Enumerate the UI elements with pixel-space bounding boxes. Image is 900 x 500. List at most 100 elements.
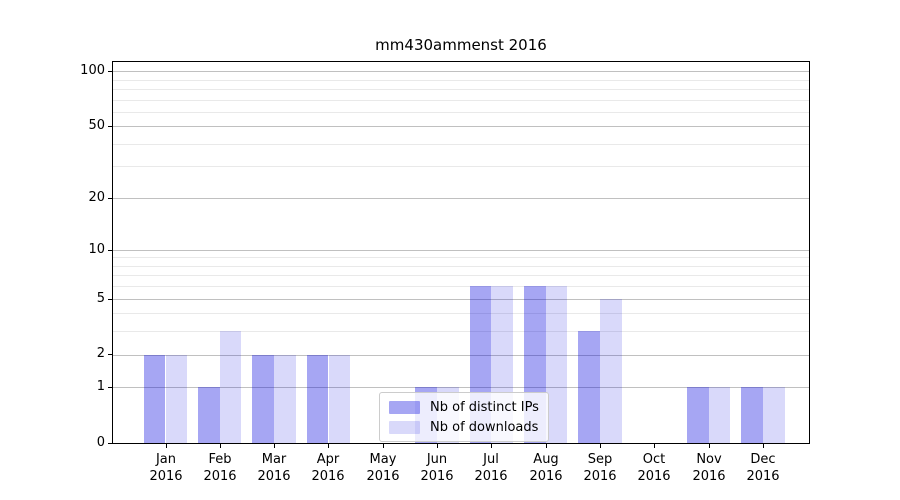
x-tick-month: Apr: [316, 452, 340, 467]
x-tick-year: 2016: [529, 469, 563, 484]
gridline-minor-3: [113, 331, 809, 333]
x-tick-jul: [491, 444, 492, 448]
bar-downloads-feb: [219, 331, 242, 443]
bar-downloads-sep: [600, 298, 622, 443]
gridline-major-20: [113, 197, 809, 199]
gridline-major-50: [113, 126, 809, 128]
x-tick-month: Oct: [642, 452, 666, 467]
legend-item-distinct-ips: Nb of distinct IPs: [389, 399, 539, 415]
legend-label-distinct-ips: Nb of distinct IPs: [430, 399, 539, 415]
x-tick-year: 2016: [366, 469, 400, 484]
x-tick-label-apr-2016: Apr 2016: [296, 451, 360, 485]
x-tick-month: Nov: [696, 452, 722, 467]
x-tick-month: Feb: [208, 452, 232, 467]
bar-distinct-ips-sep: [578, 331, 601, 443]
x-tick-label-jul-2016: Jul 2016: [459, 451, 523, 485]
x-tick-year: 2016: [474, 469, 508, 484]
x-tick-dec: [763, 444, 764, 448]
bar-downloads-jan: [165, 354, 188, 443]
x-tick-month: Aug: [533, 452, 559, 467]
legend-item-downloads: Nb of downloads: [389, 419, 539, 435]
x-tick-sep: [600, 444, 601, 448]
legend-swatch-distinct-ips: [389, 400, 420, 414]
bar-downloads-mar: [274, 354, 296, 443]
bar-distinct-ips-feb: [198, 387, 220, 443]
legend-label-downloads: Nb of downloads: [430, 419, 539, 435]
x-tick-year: 2016: [583, 469, 617, 484]
bar-distinct-ips-nov: [687, 387, 709, 443]
y-tick-20: [108, 198, 112, 199]
x-tick-jun: [437, 444, 438, 448]
x-tick-year: 2016: [420, 469, 454, 484]
x-tick-may: [383, 444, 384, 448]
legend-swatch-downloads: [389, 420, 420, 434]
x-tick-year: 2016: [257, 469, 291, 484]
x-tick-label-jan-2016: Jan 2016: [134, 451, 198, 485]
x-tick-label-dec-2016: Dec 2016: [731, 451, 795, 485]
gridline-minor-70: [113, 99, 809, 101]
x-tick-month: Jan: [155, 452, 177, 467]
x-tick-year: 2016: [149, 469, 183, 484]
x-tick-year: 2016: [311, 469, 345, 484]
bar-downloads-nov: [708, 387, 731, 443]
x-tick-mar: [274, 444, 275, 448]
x-tick-month: Jul: [483, 452, 499, 467]
x-tick-month: May: [369, 452, 397, 467]
gridline-major-2: [113, 354, 809, 356]
gridline-minor-60: [113, 111, 809, 113]
y-tick-50: [108, 126, 112, 127]
x-tick-year: 2016: [746, 469, 780, 484]
y-tick-label-0: 0: [96, 435, 105, 450]
bar-distinct-ips-mar: [252, 354, 275, 443]
x-tick-apr: [328, 444, 329, 448]
x-tick-feb: [220, 444, 221, 448]
bar-downloads-dec: [763, 387, 785, 443]
bar-distinct-ips-jan: [143, 354, 166, 443]
x-tick-month: Dec: [750, 452, 776, 467]
gridline-minor-90: [113, 79, 809, 81]
legend: Nb of distinct IPs Nb of downloads: [379, 392, 549, 442]
y-tick-0: [108, 443, 112, 444]
x-tick-label-may-2016: May 2016: [351, 451, 415, 485]
gridline-minor-7: [113, 275, 809, 277]
bar-downloads-aug: [545, 286, 568, 443]
gridline-major-10: [113, 249, 809, 251]
gridline-major-100: [113, 71, 809, 72]
y-tick-2: [108, 354, 112, 355]
y-tick-label-2: 2: [96, 346, 105, 361]
y-tick-5: [108, 299, 112, 300]
y-tick-100: [108, 71, 112, 72]
y-tick-1: [108, 387, 112, 388]
y-tick-label-10: 10: [88, 242, 105, 257]
gridline-minor-30: [113, 166, 809, 168]
gridline-major-1: [113, 387, 809, 389]
x-tick-label-oct-2016: Oct 2016: [622, 451, 686, 485]
x-tick-label-nov-2016: Nov 2016: [677, 451, 741, 485]
x-tick-label-aug-2016: Aug 2016: [514, 451, 578, 485]
gridline-major-5: [113, 298, 809, 300]
x-tick-year: 2016: [692, 469, 726, 484]
x-tick-month: Jun: [426, 452, 448, 467]
gridline-minor-80: [113, 88, 809, 90]
x-tick-month: Mar: [261, 452, 287, 467]
gridline-minor-6: [113, 286, 809, 288]
x-tick-nov: [709, 444, 710, 448]
x-tick-label-mar-2016: Mar 2016: [242, 451, 306, 485]
x-tick-oct: [654, 444, 655, 448]
bar-distinct-ips-dec: [741, 387, 763, 443]
chart-title: mm430ammenst 2016: [375, 36, 547, 54]
y-tick-label-1: 1: [96, 379, 105, 394]
y-tick-label-5: 5: [96, 291, 105, 306]
y-tick-label-100: 100: [80, 63, 105, 78]
x-tick-aug: [546, 444, 547, 448]
y-tick-label-20: 20: [88, 190, 105, 205]
x-tick-label-feb-2016: Feb 2016: [188, 451, 252, 485]
plot-area: Nb of distinct IPs Nb of downloads: [112, 61, 810, 444]
x-tick-label-jun-2016: Jun 2016: [405, 451, 469, 485]
gridline-minor-9: [113, 257, 809, 259]
gridline-minor-8: [113, 265, 809, 267]
bar-downloads-apr: [328, 354, 351, 443]
gridline-minor-4: [113, 313, 809, 315]
y-tick-10: [108, 250, 112, 251]
